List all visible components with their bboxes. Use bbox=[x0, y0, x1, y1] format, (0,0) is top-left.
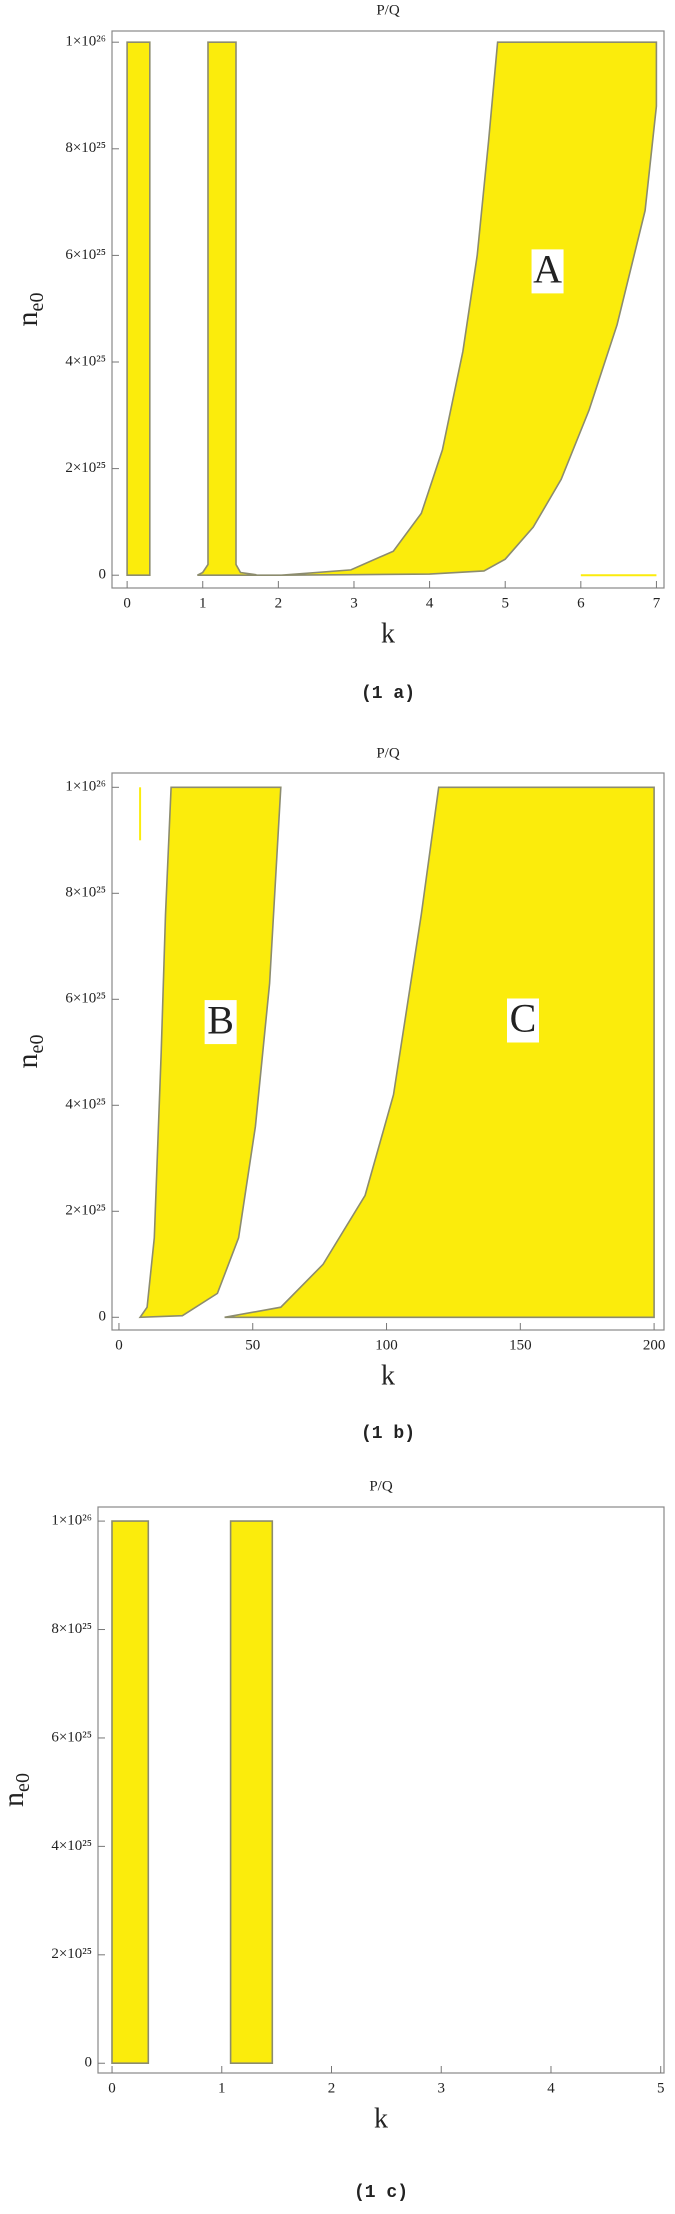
chart-title: P/Q bbox=[369, 1478, 393, 1494]
annotation: C bbox=[510, 996, 537, 1041]
y-axis-label-main: n bbox=[11, 1053, 44, 1068]
chart-title: P/Q bbox=[376, 2, 400, 18]
x-tick-label: 6 bbox=[577, 595, 585, 611]
y-tick-label: 2×10²⁵ bbox=[51, 1946, 92, 1962]
y-tick-label: 1×10²⁶ bbox=[65, 34, 106, 50]
x-axis-label: k bbox=[374, 2103, 388, 2134]
x-tick-label: 150 bbox=[509, 1337, 532, 1353]
x-tick-label: 0 bbox=[108, 2080, 116, 2096]
plot-frame bbox=[97, 1506, 665, 2074]
annotation-box bbox=[506, 998, 539, 1043]
y-tick-label: 4×10²⁵ bbox=[65, 1097, 106, 1113]
x-tick-label: 50 bbox=[245, 1337, 260, 1353]
y-axis-label-main: n bbox=[11, 311, 44, 326]
y-axis-label-subscript: e0 bbox=[26, 293, 48, 312]
y-tick-label: 4×10²⁵ bbox=[51, 1838, 92, 1854]
x-tick-label: 0 bbox=[115, 1337, 123, 1353]
y-tick-label: 8×10²⁵ bbox=[51, 1621, 92, 1637]
plot-frame bbox=[111, 30, 665, 589]
annotation: B bbox=[207, 997, 234, 1042]
x-tick-label: 5 bbox=[657, 2080, 665, 2096]
x-tick-label: 1 bbox=[199, 595, 207, 611]
y-tick-label: 0 bbox=[99, 567, 107, 583]
x-tick-label: 100 bbox=[375, 1337, 398, 1353]
region bbox=[138, 786, 282, 1319]
chart-title: P/Q bbox=[376, 745, 400, 761]
x-tick-label: 3 bbox=[437, 2080, 445, 2096]
x-tick-label: 2 bbox=[275, 595, 283, 611]
x-tick-label: 1 bbox=[218, 2080, 226, 2096]
annotation-box bbox=[204, 1000, 237, 1045]
x-tick-label: 3 bbox=[350, 595, 358, 611]
region bbox=[229, 1520, 274, 2064]
y-tick-label: 1×10²⁶ bbox=[65, 779, 106, 795]
y-tick-label: 4×10²⁵ bbox=[65, 353, 106, 369]
y-tick-label: 6×10²⁵ bbox=[65, 991, 106, 1007]
y-axis-label: ne0 bbox=[11, 293, 48, 327]
y-tick-label: 8×10²⁵ bbox=[65, 140, 106, 156]
x-tick-label: 7 bbox=[653, 595, 661, 611]
y-axis-label-subscript: e0 bbox=[26, 1035, 48, 1054]
y-tick-label: 2×10²⁵ bbox=[65, 460, 106, 476]
y-tick-label: 6×10²⁵ bbox=[65, 247, 106, 263]
x-tick-label: 5 bbox=[501, 595, 509, 611]
region bbox=[197, 41, 257, 576]
x-tick-label: 0 bbox=[123, 595, 131, 611]
annotation-box bbox=[531, 249, 564, 294]
caption: (1 b) bbox=[361, 1424, 415, 1444]
y-axis-label-main: n bbox=[0, 1792, 30, 1807]
y-tick-label: 1×10²⁶ bbox=[51, 1513, 92, 1529]
region bbox=[126, 41, 151, 576]
caption: (1 c) bbox=[354, 2183, 408, 2203]
region bbox=[224, 786, 655, 1319]
y-axis-label-subscript: e0 bbox=[12, 1773, 34, 1792]
region bbox=[111, 1520, 150, 2064]
x-axis-label: k bbox=[381, 1360, 395, 1391]
x-axis-label: k bbox=[381, 618, 395, 649]
region bbox=[255, 41, 658, 576]
x-tick-label: 2 bbox=[328, 2080, 336, 2096]
y-tick-label: 0 bbox=[85, 2055, 93, 2071]
plot-frame bbox=[111, 772, 665, 1331]
caption: (1 a) bbox=[361, 684, 415, 704]
y-tick-label: 8×10²⁵ bbox=[65, 885, 106, 901]
x-tick-label: 4 bbox=[426, 595, 434, 611]
annotation: A bbox=[533, 247, 562, 292]
y-axis-label: ne0 bbox=[11, 1035, 48, 1069]
y-axis-label: ne0 bbox=[0, 1773, 34, 1807]
x-tick-label: 200 bbox=[643, 1337, 666, 1353]
y-tick-label: 2×10²⁵ bbox=[65, 1203, 106, 1219]
y-tick-label: 0 bbox=[99, 1309, 107, 1325]
y-tick-label: 6×10²⁵ bbox=[51, 1729, 92, 1745]
x-tick-label: 4 bbox=[547, 2080, 555, 2096]
